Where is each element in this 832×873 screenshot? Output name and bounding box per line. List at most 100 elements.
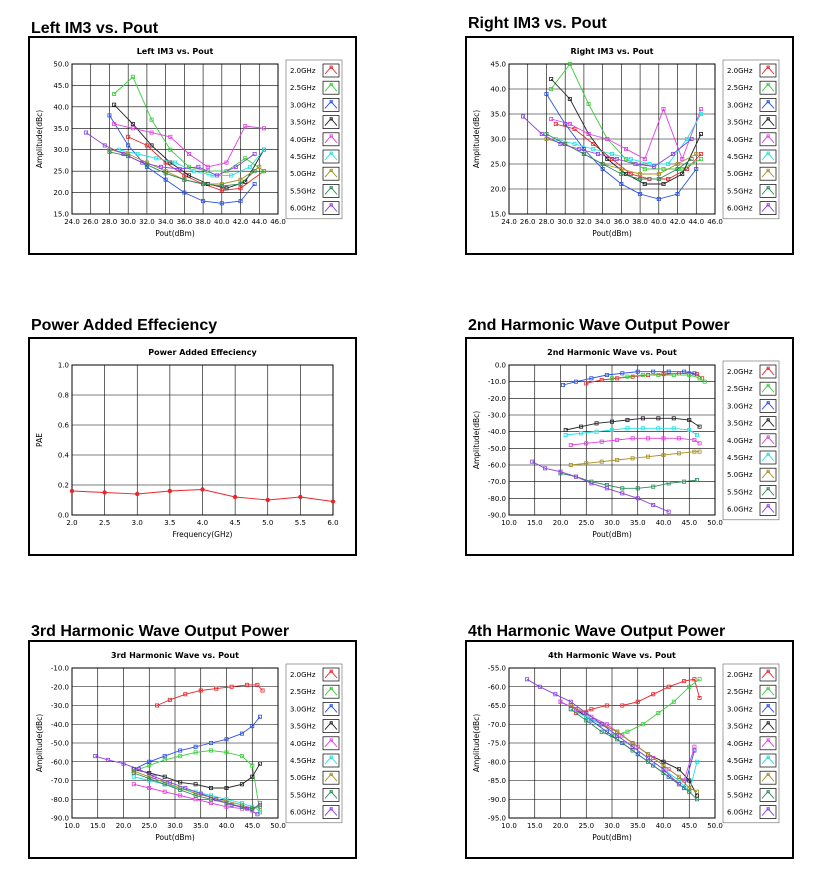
data-point xyxy=(135,491,140,497)
data-point xyxy=(102,143,107,148)
legend-line xyxy=(761,100,775,109)
legend-label: 3.5GHz xyxy=(290,723,316,731)
legend-line xyxy=(324,670,338,679)
x-tick-label: 46.0 xyxy=(707,218,723,226)
data-point xyxy=(252,181,257,186)
data-point xyxy=(112,92,117,97)
data-point xyxy=(692,744,697,749)
data-point xyxy=(624,147,629,152)
data-point xyxy=(638,191,643,196)
data-point xyxy=(112,122,117,127)
data-point xyxy=(224,186,229,191)
data-point xyxy=(609,428,614,433)
x-tick-label: 28.0 xyxy=(539,218,555,226)
data-point xyxy=(635,486,640,491)
data-point xyxy=(257,164,262,169)
y-tick-label: -40.0 xyxy=(488,428,506,436)
data-point xyxy=(172,160,177,165)
legend-line xyxy=(761,670,775,679)
series-line xyxy=(113,123,265,168)
series-4-0ghz xyxy=(549,107,703,162)
legend-label: 4.5GHz xyxy=(290,153,316,161)
data-point xyxy=(586,132,591,137)
data-point xyxy=(694,793,699,798)
legend-swatch xyxy=(759,399,777,413)
data-point xyxy=(130,126,135,131)
chart-pae: Power Added Effeciency 2.0 2.5 3.0 3.5 4.0 4.5… xyxy=(35,348,339,539)
x-tick-label: 5.0 xyxy=(262,519,273,527)
y-tick-label: 0.2 xyxy=(58,482,69,490)
data-point xyxy=(694,433,699,438)
x-axis-label: Pout(dBm) xyxy=(592,833,632,842)
data-point xyxy=(670,152,675,157)
data-point xyxy=(183,785,188,790)
data-point xyxy=(687,428,692,433)
y-axis-label: PAE xyxy=(35,433,44,447)
plot-area xyxy=(508,63,716,215)
legend-marker xyxy=(766,772,770,777)
series-line xyxy=(560,701,695,789)
legend-marker xyxy=(766,738,770,742)
legend-swatch xyxy=(322,63,340,78)
legend-line xyxy=(324,756,338,765)
data-point xyxy=(121,152,126,157)
data-point xyxy=(584,714,589,719)
x-tick-label: 30.0 xyxy=(604,822,620,830)
legend-marker xyxy=(329,203,333,207)
data-point xyxy=(147,763,152,768)
x-tick-label: 40.0 xyxy=(214,218,230,226)
data-point xyxy=(661,767,666,772)
y-tick-label: 30.0 xyxy=(490,136,506,144)
plot-area xyxy=(71,667,279,819)
plot-area xyxy=(508,364,716,516)
data-point xyxy=(694,152,699,157)
data-point xyxy=(121,761,126,766)
legend-line xyxy=(761,756,775,765)
data-point xyxy=(619,166,624,171)
series-line xyxy=(550,78,702,185)
chart-h3: 3rd Harmonic Wave vs. Pout 10.0 15.0 20.0 25… xyxy=(35,651,343,842)
x-tick-label: 24.0 xyxy=(64,218,80,226)
data-point xyxy=(676,774,681,779)
x-tick-label: 24.0 xyxy=(501,218,517,226)
data-point xyxy=(581,152,586,157)
data-point xyxy=(162,789,167,794)
x-tick-label: 40.0 xyxy=(651,218,667,226)
legend-swatch xyxy=(322,98,340,112)
legend-line xyxy=(761,186,775,195)
data-point xyxy=(682,369,687,374)
data-point xyxy=(102,490,107,495)
x-tick-label: 40.0 xyxy=(219,822,235,830)
data-point xyxy=(568,703,573,708)
y-tick-label: -90.0 xyxy=(51,815,69,823)
legend-label: 5.0GHz xyxy=(290,170,316,178)
legend-line xyxy=(761,504,775,513)
y-tick-label: 15.0 xyxy=(53,211,69,219)
y-tick-label: -10.0 xyxy=(488,378,506,386)
data-point xyxy=(573,379,578,384)
data-point xyxy=(676,767,681,772)
data-point xyxy=(656,196,661,201)
data-point xyxy=(144,164,149,169)
series-2-0ghz xyxy=(573,677,702,716)
data-point xyxy=(615,737,620,742)
chart-frame-pae: Power Added Effeciency 2.0 2.5 3.0 3.5 4.0 4.5… xyxy=(28,337,357,556)
legend-swatch xyxy=(759,467,777,482)
legend-label: 2.5GHz xyxy=(727,688,753,696)
series-line xyxy=(531,461,669,513)
data-point xyxy=(245,682,250,687)
data-point xyxy=(567,122,572,127)
series-3-5ghz xyxy=(131,761,262,790)
y-tick-label: -90.0 xyxy=(488,796,506,804)
data-point xyxy=(604,722,609,727)
data-point xyxy=(646,752,651,757)
legend-line xyxy=(761,487,775,496)
y-tick-label: 20.0 xyxy=(490,186,506,194)
data-point xyxy=(112,102,117,107)
series-2-5ghz xyxy=(112,74,266,174)
data-point xyxy=(697,424,702,429)
data-point xyxy=(177,166,182,171)
panel-heading-left-im3: Left IM3 vs. Pout xyxy=(31,20,159,37)
legend-line xyxy=(324,83,338,92)
data-point xyxy=(107,113,112,118)
